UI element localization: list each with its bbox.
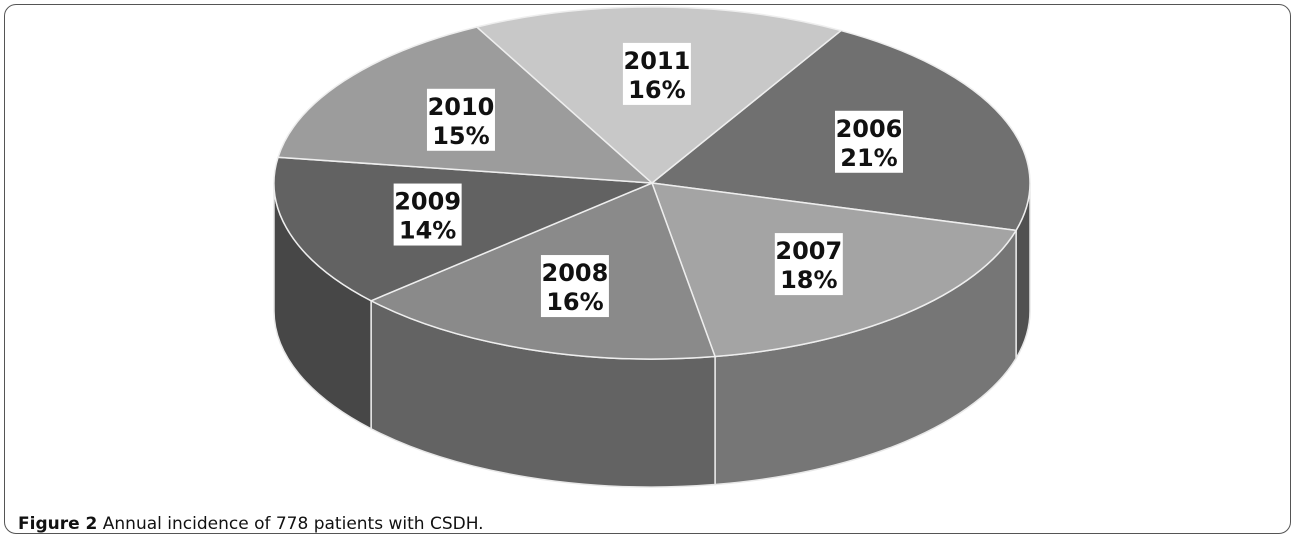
data-label-percent: 18% [780,266,837,294]
data-label-box [540,255,609,318]
data-label-year: 2006 [836,115,903,143]
data-label-year: 2011 [624,47,691,75]
pie-slice-2009 [273,156,653,302]
data-label-percent: 14% [399,217,456,245]
data-label-percent: 21% [840,144,897,172]
data-label-box [774,233,843,296]
data-label-year: 2009 [394,188,461,216]
data-label-box [622,42,691,105]
data-label-year: 2007 [775,237,842,265]
data-label-year: 2010 [428,93,495,121]
data-label-box [834,110,903,173]
data-label-percent: 16% [628,76,685,104]
figure-label: Figure 2 [18,514,98,534]
data-label-box [426,88,495,151]
data-label-year: 2008 [542,259,609,287]
data-label-percent: 15% [432,122,489,150]
data-label-box [393,183,462,246]
pie-labels: 200621%200718%200816%200914%201015%20111… [393,42,903,318]
caption-text: Annual incidence of 778 patients with CS… [97,514,484,534]
data-label-percent: 16% [546,288,603,316]
figure-caption: Figure 2 Annual incidence of 778 patient… [18,514,484,534]
